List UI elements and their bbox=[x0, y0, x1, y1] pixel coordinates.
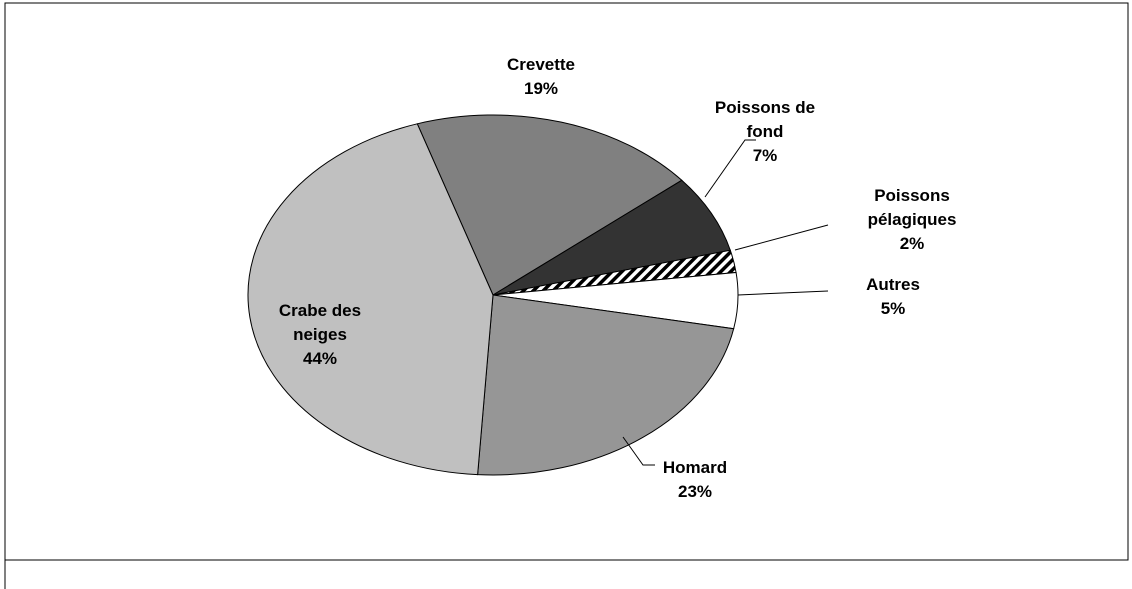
slice-label: Crabe des neiges 44% bbox=[255, 299, 385, 371]
value-label: 2% bbox=[899, 234, 925, 253]
leader-line bbox=[734, 224, 829, 251]
slice-label: Homard 23% bbox=[640, 456, 750, 504]
value-label: 19% bbox=[523, 79, 559, 98]
pie-slice bbox=[416, 114, 683, 296]
pie-slice bbox=[477, 294, 735, 476]
category-label: Poissons de fond bbox=[714, 98, 816, 141]
slice-label: Crevette 19% bbox=[486, 53, 596, 101]
value-label: 23% bbox=[677, 482, 713, 501]
leader-line bbox=[704, 139, 756, 198]
value-label: 44% bbox=[302, 349, 338, 368]
category-label: Crabe des neiges bbox=[278, 301, 362, 344]
category-label: Autres bbox=[866, 275, 920, 294]
frame bbox=[4, 2, 1129, 561]
pie-slice bbox=[247, 123, 494, 476]
category-label: Homard bbox=[662, 458, 728, 477]
category-label: Poissons pélagiques bbox=[867, 186, 957, 229]
category-label: Crevette bbox=[506, 55, 576, 74]
slice-label: Poissons pélagiques 2% bbox=[857, 184, 967, 256]
slice-label: Poissons de fond 7% bbox=[700, 96, 830, 168]
value-label: 5% bbox=[880, 299, 906, 318]
pie-slice bbox=[492, 179, 731, 296]
leader-line bbox=[622, 436, 655, 466]
value-label: 7% bbox=[752, 146, 778, 165]
leader-line bbox=[737, 290, 829, 296]
slice-label: Autres 5% bbox=[838, 273, 948, 321]
